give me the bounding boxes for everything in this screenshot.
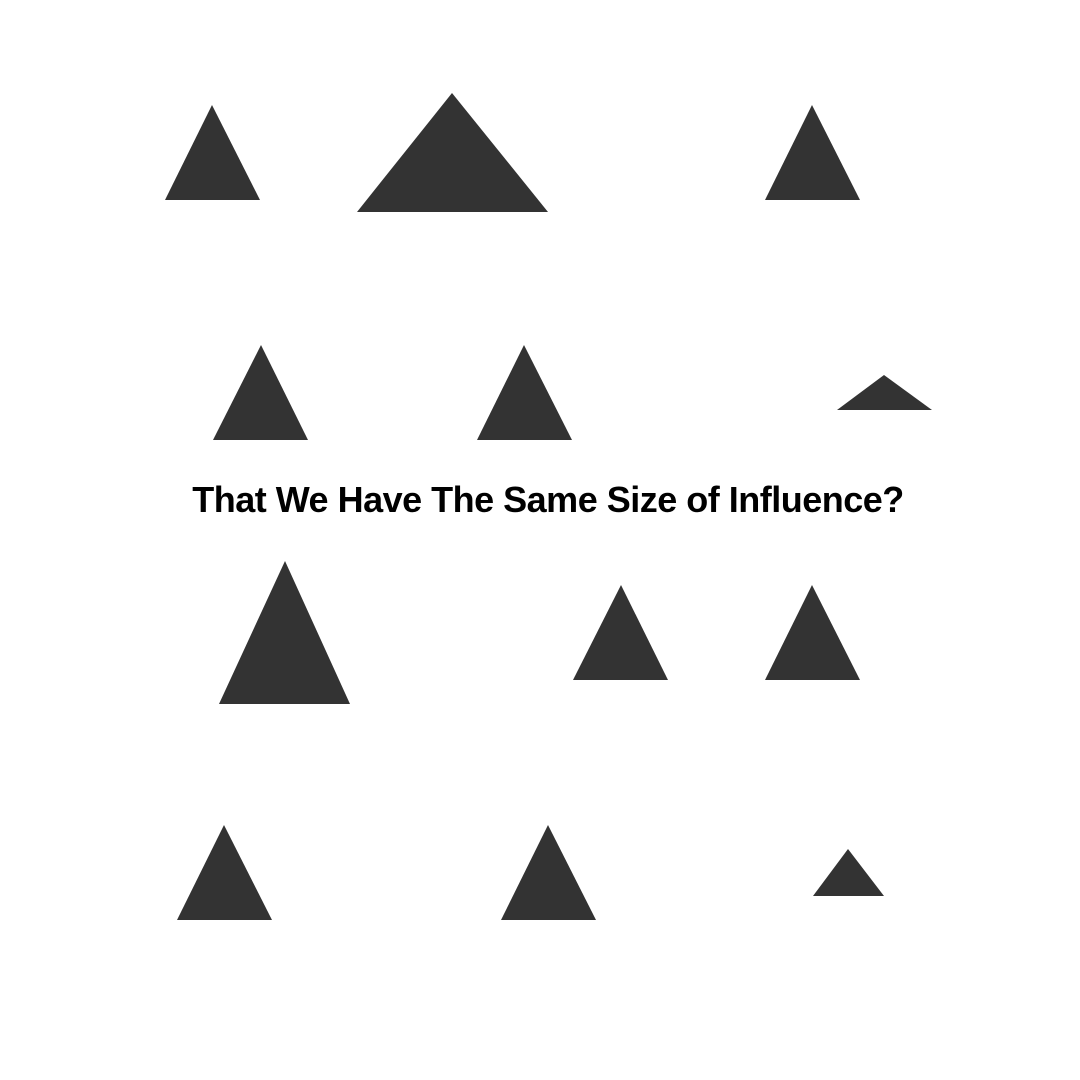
triangle-6 [837, 375, 932, 410]
triangle-2 [357, 93, 548, 212]
triangle-3 [765, 105, 860, 200]
triangle-8 [573, 585, 668, 680]
triangle-12 [813, 849, 884, 896]
headline-question: That We Have The Same Size of Influence? [192, 479, 904, 520]
triangle-4 [213, 345, 308, 440]
triangle-10 [177, 825, 272, 920]
triangle-11 [501, 825, 596, 920]
triangle-1 [165, 105, 260, 200]
triangle-7 [219, 561, 350, 704]
triangle-5 [477, 345, 572, 440]
triangle-9 [765, 585, 860, 680]
